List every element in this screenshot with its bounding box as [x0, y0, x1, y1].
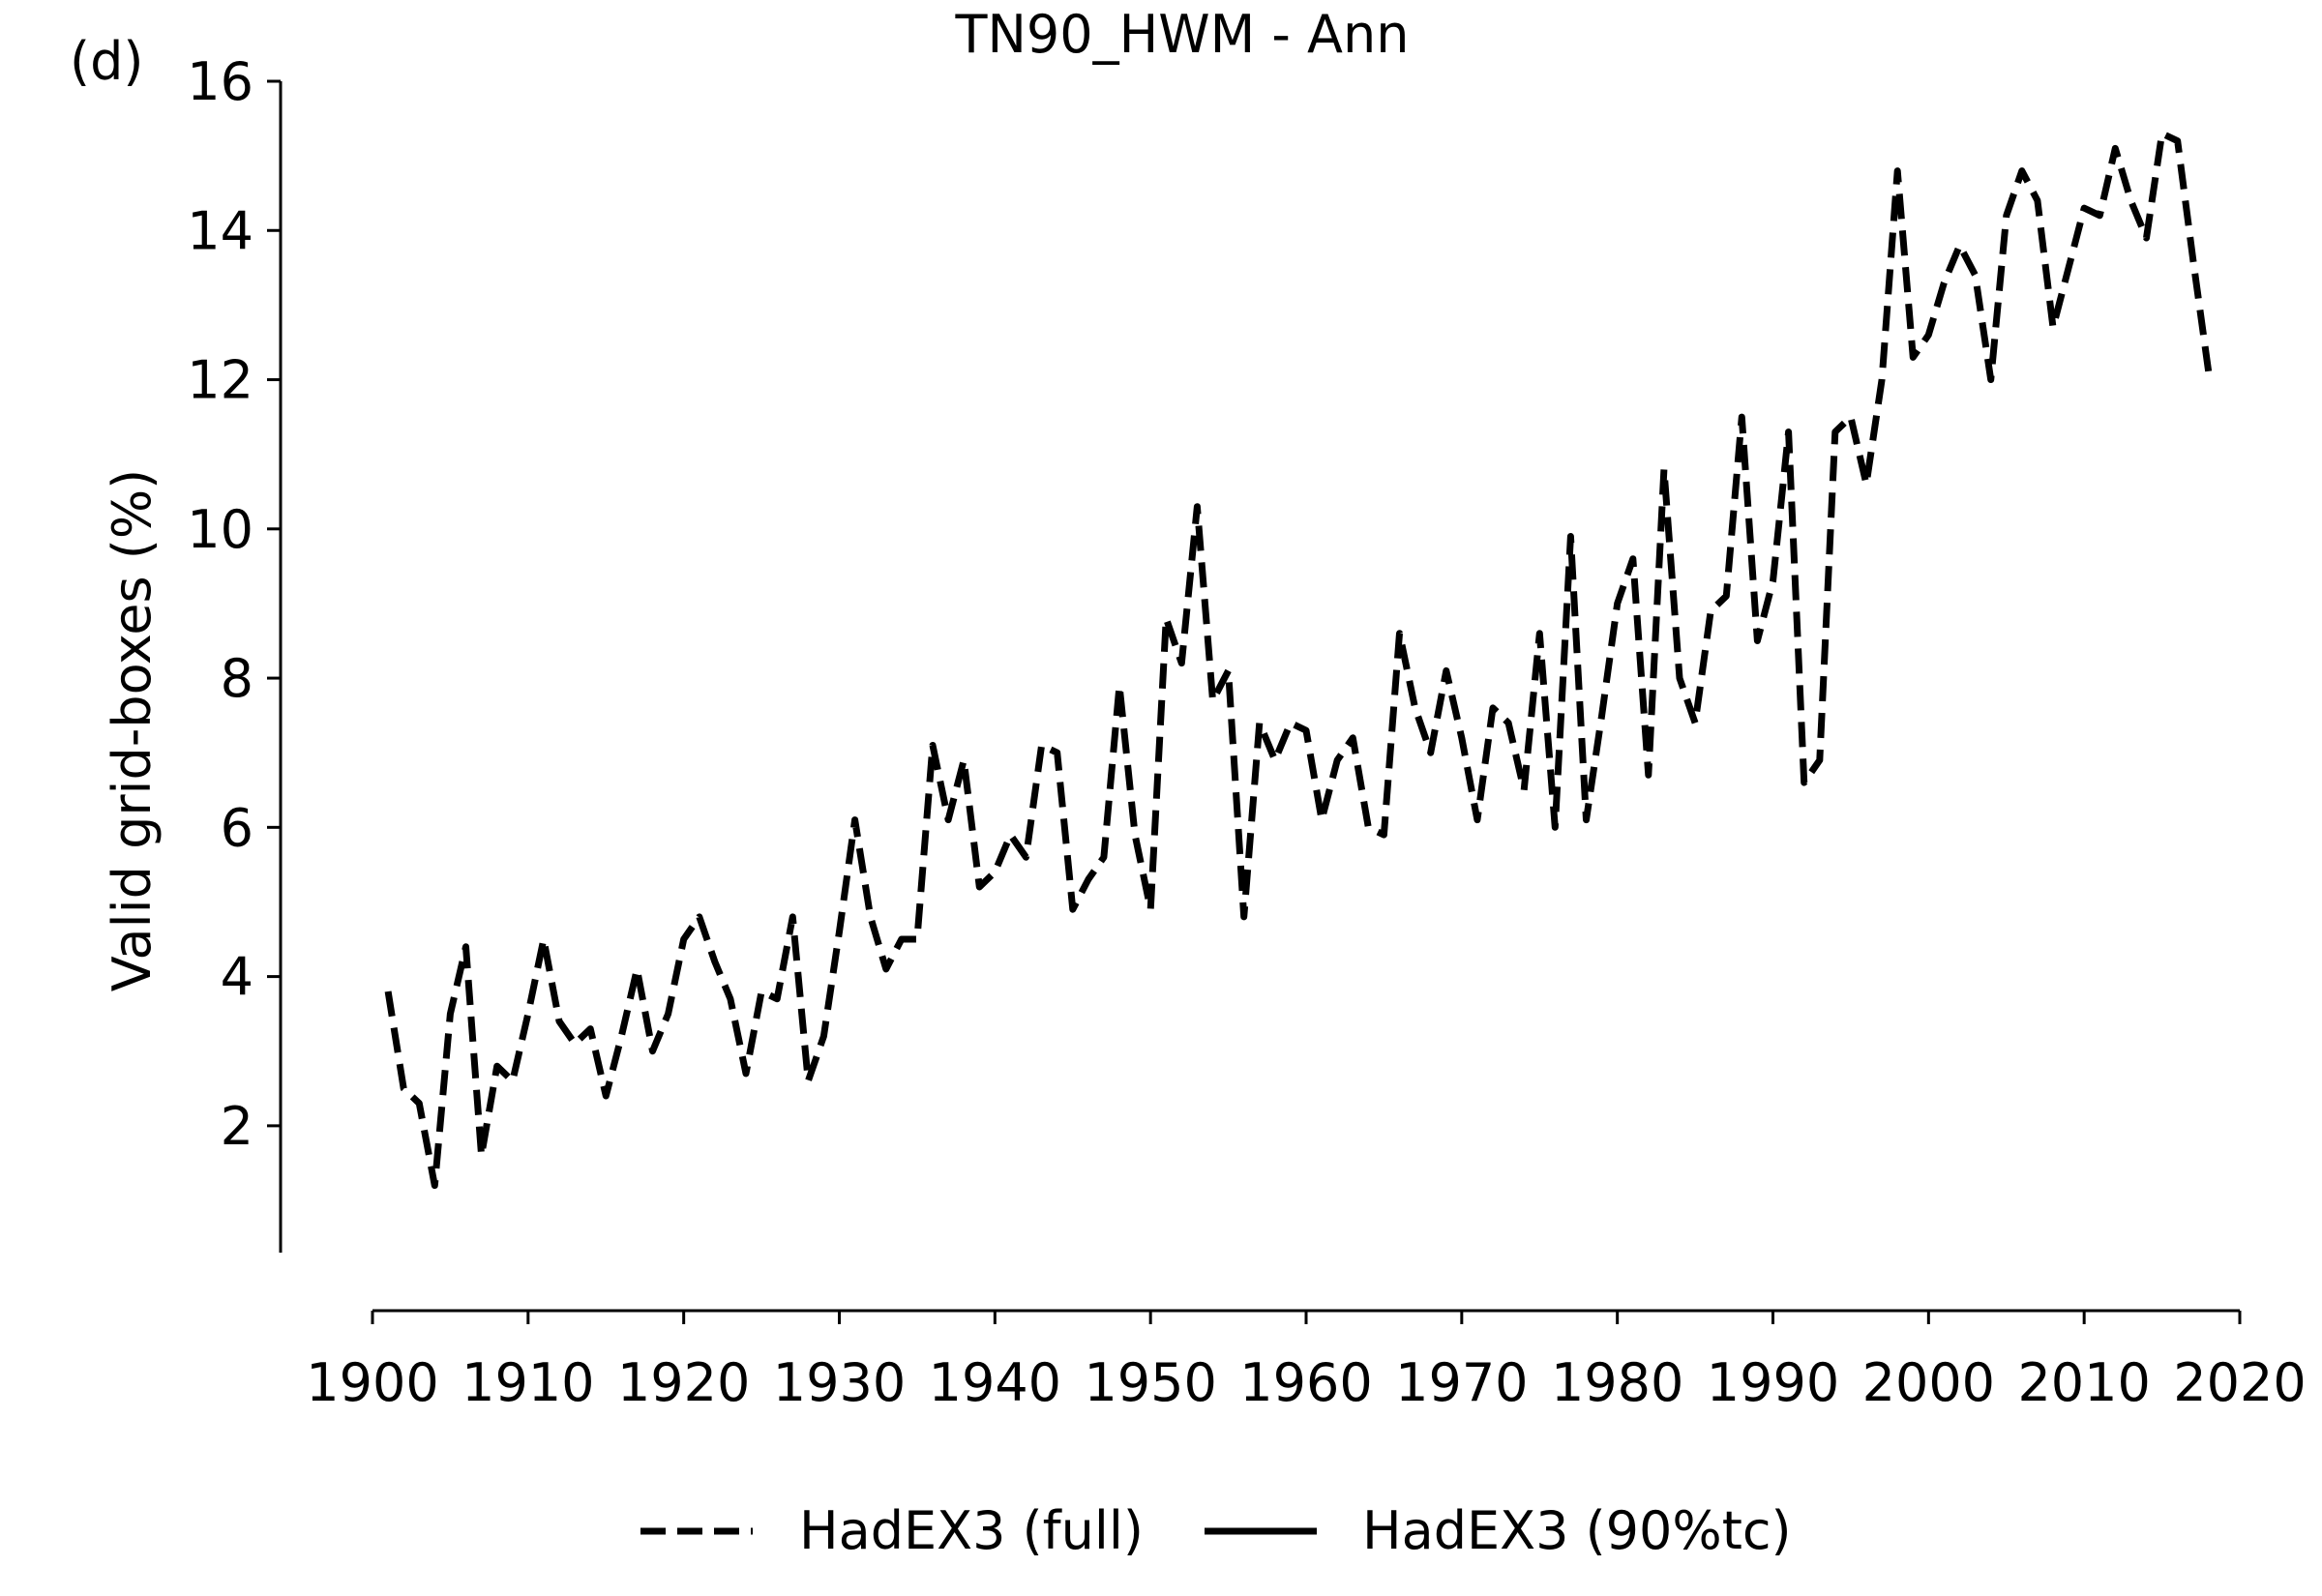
- x-tick-label: 1990: [1707, 1352, 1839, 1413]
- x-tick-label: 1960: [1239, 1352, 1372, 1413]
- x-tick-label: 1900: [306, 1352, 438, 1413]
- y-axis-label: Valid grid-boxes (%): [102, 469, 163, 991]
- y-tick-label: 14: [187, 200, 253, 261]
- x-tick-label: 1940: [929, 1352, 1061, 1413]
- x-tick-label: 1950: [1084, 1352, 1216, 1413]
- series-layer: [384, 130, 2213, 1190]
- y-tick-label: 10: [187, 499, 253, 560]
- legend: HadEX3 (full) HadEX3 (90%tc): [640, 1500, 1792, 1561]
- y-tick-label: 6: [221, 797, 253, 858]
- y-ticks: 2 4 6 8 10 12 14 16: [187, 51, 281, 1157]
- panel-label: (d): [70, 31, 143, 92]
- y-tick-label: 16: [187, 51, 253, 112]
- x-tick-label: 1910: [461, 1352, 594, 1413]
- y-tick-label: 4: [221, 947, 253, 1008]
- x-ticks: 1900 1910 1920 1930 1940 1950 1960 1970 1980 1990…: [306, 1311, 2307, 1413]
- series-0: [384, 130, 2213, 1190]
- legend-label-full: HadEX3 (full): [799, 1500, 1144, 1561]
- x-tick-label: 2000: [1862, 1352, 1995, 1413]
- x-tick-label: 2010: [2017, 1352, 2150, 1413]
- x-tick-label: 1970: [1395, 1352, 1528, 1413]
- y-tick-label: 2: [221, 1096, 253, 1157]
- x-tick-label: 2020: [2173, 1352, 2306, 1413]
- chart-title: TN90_HWM - Ann: [955, 4, 1410, 65]
- y-tick-label: 12: [187, 350, 253, 411]
- x-tick-label: 1980: [1551, 1352, 1683, 1413]
- y-tick-label: 8: [221, 648, 253, 709]
- legend-label-90tc: HadEX3 (90%tc): [1362, 1500, 1792, 1561]
- x-tick-label: 1920: [617, 1352, 750, 1413]
- x-tick-label: 1930: [773, 1352, 906, 1413]
- series-line: [384, 130, 2213, 1190]
